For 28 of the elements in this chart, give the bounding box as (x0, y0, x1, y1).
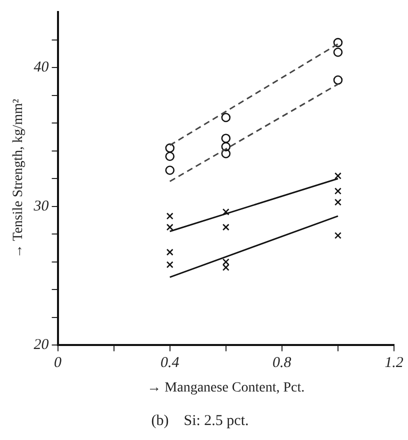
point (333, 75, 343, 85)
point (222, 224, 230, 231)
y-tick-label: 40 (34, 59, 50, 76)
x-tick-label: 0.4 (160, 355, 180, 372)
y-tick-label: 20 (34, 337, 50, 354)
point (221, 112, 231, 122)
x-tick-label: 1.2 (384, 355, 404, 372)
point (334, 232, 342, 239)
y-axis-title: → Tensile Strength, kg/mm² (11, 98, 26, 258)
point (333, 38, 343, 48)
x-tick-label: 0 (54, 355, 62, 372)
point (165, 143, 175, 153)
point (221, 148, 231, 158)
x-tick-label: 0.8 (272, 355, 292, 372)
point (221, 142, 231, 152)
x-axis-title: → Manganese Content, Pct. (147, 380, 305, 396)
point (166, 261, 174, 268)
point (166, 248, 174, 256)
point (334, 198, 342, 206)
y-tick-label: 30 (32, 198, 50, 214)
point (221, 134, 231, 143)
point (222, 208, 230, 216)
text: (b) Si: 2.5 pct. (151, 412, 249, 429)
point (165, 152, 175, 162)
point (333, 48, 343, 57)
point (165, 166, 175, 175)
point (166, 212, 174, 220)
point (334, 188, 342, 195)
